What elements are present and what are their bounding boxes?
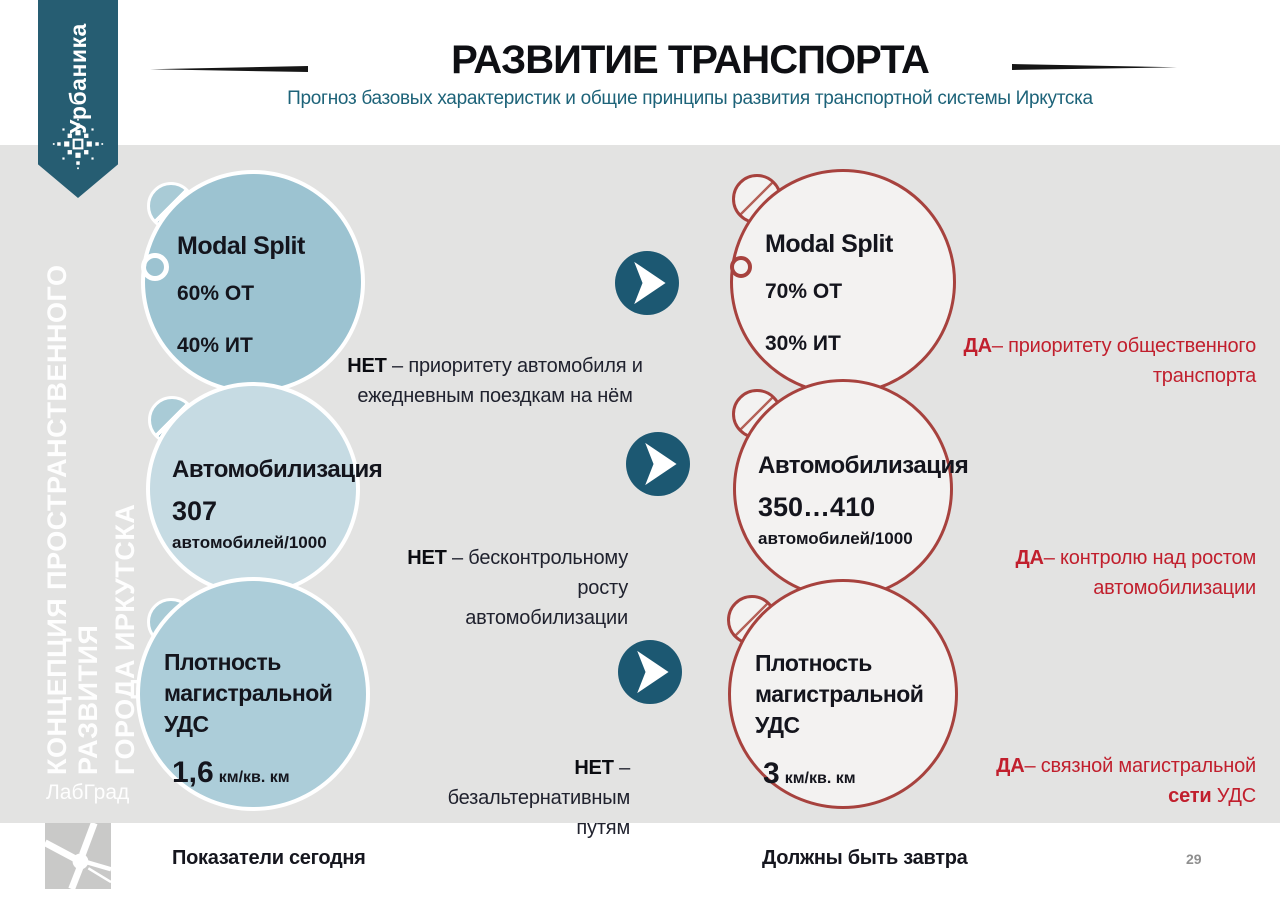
circle-title: Автомобилизация	[172, 456, 383, 483]
circle-value: 307	[172, 496, 218, 526]
transition-arrow-icon	[615, 251, 679, 315]
no-statement-2: НЕТ – бесконтрольному росту автомобилиза…	[370, 543, 628, 633]
yes-statement-line2: сети УДС	[1168, 785, 1256, 807]
circle-title: Автомобилизация	[758, 452, 969, 479]
decorative-ring	[141, 253, 169, 281]
tomorrow-circle-motorization: Автомобилизация 350…410 автомобилей/1000	[733, 379, 969, 599]
no-statement-line2: путям	[576, 817, 630, 839]
urbanika-logo-text: Урбаника	[65, 23, 91, 134]
labgrad-label: ЛабГрад	[46, 781, 130, 804]
no-statement-line2: автомобилизации	[465, 607, 628, 629]
circle-title: Modal Split	[177, 232, 305, 260]
today-circle-road-density: Плотность магистральной УДС 1,6 км/кв. км	[136, 577, 370, 811]
yes-statement-2: ДА– контролю над ростом автомобилизации	[956, 543, 1256, 603]
page-subtitle: Прогноз базовых характеристик и общие пр…	[287, 88, 1093, 109]
yes-statement-line2: автомобилизации	[1093, 577, 1256, 599]
no-statement-line2: ежедневным поездкам на нём	[357, 385, 633, 407]
circle-title: Плотность магистральной УДС	[164, 649, 333, 737]
urbanika-diamond-icon	[52, 118, 104, 170]
sidebar-vertical-text: КОНЦЕПЦИЯ ПРОСТРАНСТВЕННОГО РАЗВИТИЯ ГОР…	[42, 245, 141, 775]
circle-value: 1,6 км/кв. км	[172, 756, 290, 789]
no-statement-3: НЕТ – безальтернативным путям	[390, 753, 631, 843]
tomorrow-circle-modal-split: Modal Split 70% ОТ 30% ИТ	[730, 169, 956, 395]
transition-arrow-icon	[626, 432, 690, 496]
circle-unit: автомобилей/1000	[172, 533, 327, 552]
today-circle-modal-split: Modal Split 60% ОТ 40% ИТ	[141, 170, 365, 394]
title-flourish-right	[1012, 64, 1177, 70]
urbanika-ribbon: Урбаника	[38, 0, 118, 198]
footer-label-tomorrow: Должны быть завтра	[762, 847, 968, 869]
page-number: 29	[1186, 851, 1202, 867]
sidebar-line-1: КОНЦЕПЦИЯ ПРОСТРАНСТВЕННОГО РАЗВИТИЯ	[42, 264, 103, 775]
yes-statement-line2: транспорта	[1152, 365, 1256, 387]
footer: Показатели сегодня Должны быть завтра 29	[0, 823, 1280, 900]
circle-value: 350…410	[758, 492, 876, 522]
footer-label-today: Показатели сегодня	[172, 847, 366, 869]
circle-value: 70% ОТ	[765, 280, 843, 303]
yes-statement-1: ДА– приоритету общественного транспорта	[956, 331, 1257, 391]
circle-value: 30% ИТ	[765, 332, 841, 355]
title-flourish-left	[150, 66, 308, 72]
content-area: КОНЦЕПЦИЯ ПРОСТРАНСТВЕННОГО РАЗВИТИЯ ГОР…	[0, 145, 1280, 839]
circle-value: 40% ИТ	[177, 334, 253, 357]
transition-arrow-icon	[618, 640, 682, 704]
today-circle-motorization: Автомобилизация 307 автомобилей/1000	[146, 382, 383, 596]
decorative-ring	[730, 256, 752, 278]
circle-unit: автомобилей/1000	[758, 529, 913, 548]
circle-value: 3 км/кв. км	[763, 757, 856, 790]
circle-title: Плотность магистральной УДС	[755, 650, 924, 738]
circle-value: 60% ОТ	[177, 282, 255, 305]
no-statement-1: НЕТ – приоритету автомобиля и ежедневным…	[345, 351, 645, 411]
yes-statement-3: ДА– связной магистральной сети УДС	[936, 751, 1256, 811]
page-title: РАЗВИТИЕ ТРАНСПОРТА	[451, 38, 930, 82]
labgrad-map-icon	[45, 823, 111, 889]
circle-title: Modal Split	[765, 230, 893, 258]
tomorrow-circle-road-density: Плотность магистральной УДС 3 км/кв. км	[728, 579, 958, 809]
